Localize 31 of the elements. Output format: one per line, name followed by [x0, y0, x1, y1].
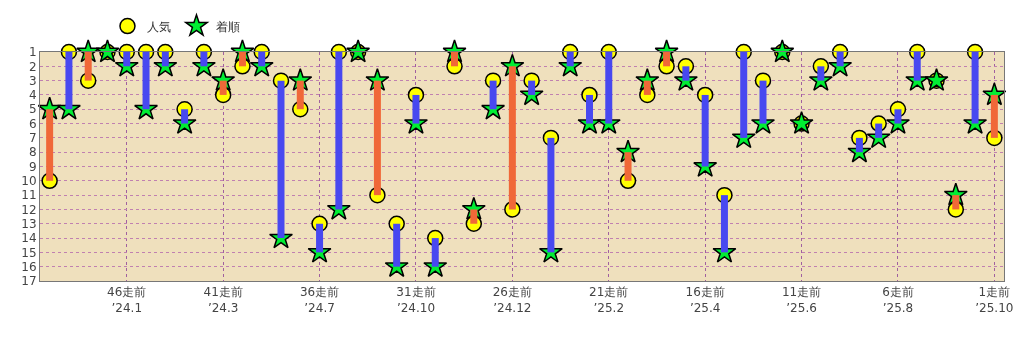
- x-tick-label: 1走前 ’25.10: [975, 285, 1014, 315]
- y-tick-label: 13: [21, 216, 37, 231]
- legend-label: 人気: [147, 19, 172, 34]
- y-tick-label: 6: [28, 116, 37, 131]
- y-tick-label: 10: [21, 174, 37, 189]
- y-tick-label: 15: [21, 245, 37, 260]
- y-tick-label: 17: [21, 274, 37, 289]
- y-tick-label: 9: [28, 159, 37, 174]
- x-tick-label: 16走前 ’25.4: [685, 285, 725, 315]
- y-tick-label: 5: [28, 102, 37, 117]
- x-tick-label: 31走前 ’24.10: [396, 285, 436, 315]
- x-tick-label: 26走前 ’24.12: [492, 285, 532, 315]
- y-tick-label: 12: [21, 202, 37, 217]
- x-tick-label: 36走前 ’24.7: [299, 285, 340, 315]
- y-tick-label: 11: [21, 188, 37, 203]
- x-tick-label: 46走前 ’24.1: [107, 285, 147, 315]
- y-tick-label: 16: [21, 259, 37, 274]
- y-tick-label: 2: [28, 59, 37, 74]
- point: [789, 110, 814, 134]
- x-tick-label: 41走前 ’24.3: [203, 285, 243, 315]
- y-tick-label: 4: [28, 88, 37, 103]
- y-tick-label: 14: [21, 231, 37, 246]
- x-tick-label: 6走前 ’25.8: [882, 285, 914, 315]
- y-tick-label: 8: [28, 145, 37, 160]
- x-tick-label: 11走前 ’25.6: [781, 285, 822, 315]
- y-tick-label: 1: [28, 45, 37, 60]
- y-tick-label: 3: [28, 73, 37, 88]
- legend-label: 着順: [216, 19, 241, 34]
- y-tick-label: 7: [28, 131, 37, 146]
- x-tick-label: 21走前 ’25.2: [589, 285, 629, 315]
- point: [924, 67, 949, 92]
